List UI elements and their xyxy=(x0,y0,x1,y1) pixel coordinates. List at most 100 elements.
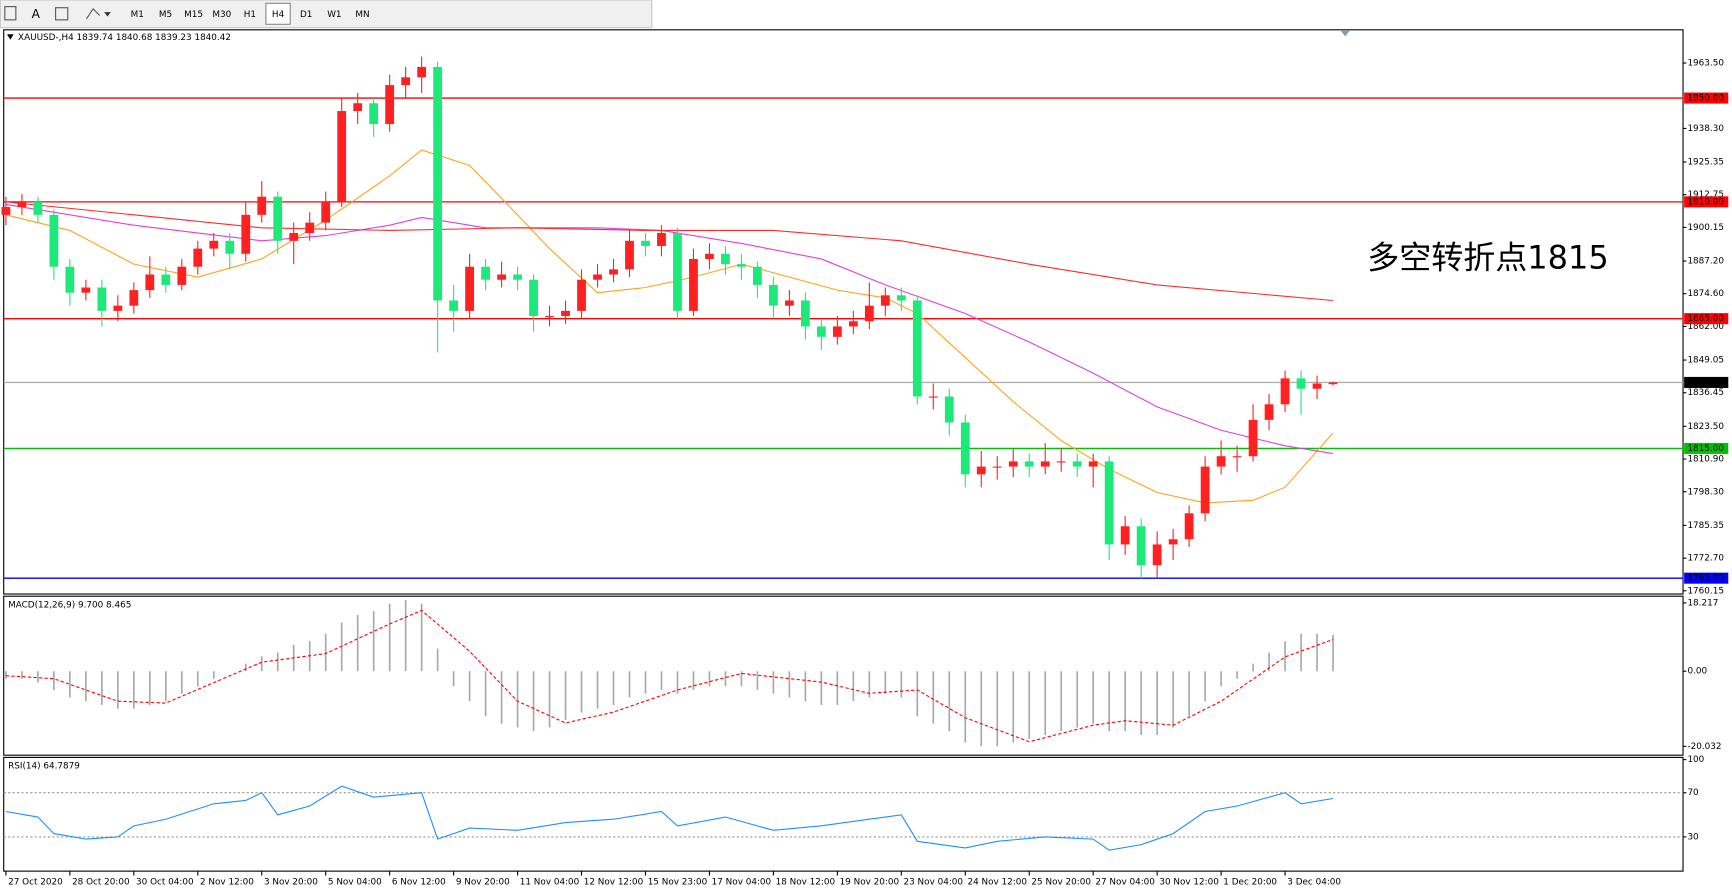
candle-body xyxy=(1280,378,1290,405)
candle-body xyxy=(241,214,251,254)
candle-body xyxy=(337,111,347,202)
candle-body xyxy=(657,233,666,246)
crosshair-icon[interactable] xyxy=(4,6,17,21)
x-tick-label: 12 Nov 12:00 xyxy=(584,878,644,888)
x-tick-label: 25 Nov 20:00 xyxy=(1031,878,1091,888)
candle-body xyxy=(513,274,522,280)
candle-body xyxy=(1136,526,1146,566)
candle-body xyxy=(721,253,730,265)
candle-body xyxy=(113,305,123,311)
candle-body xyxy=(1024,461,1034,467)
candle-body xyxy=(145,274,155,291)
candle-body xyxy=(769,284,778,306)
candle-body xyxy=(289,233,299,241)
timeframe-bar: M1 M5 M15 M30 H1 H4 D1 W1 MN xyxy=(131,2,370,25)
timeframe-button[interactable]: M1 xyxy=(131,10,144,20)
text-tool[interactable]: A xyxy=(32,7,41,21)
y-tick-label: -20.032 xyxy=(1687,742,1721,752)
candle-body xyxy=(960,422,970,475)
timeframe-button[interactable]: W1 xyxy=(327,10,341,20)
timeframe-button[interactable]: M5 xyxy=(159,10,172,20)
candle-body xyxy=(177,266,187,285)
timeframe-button[interactable]: H4 xyxy=(272,10,285,20)
candle-body xyxy=(209,240,219,249)
level-label-box xyxy=(1684,376,1729,388)
arrow-tool[interactable] xyxy=(86,7,101,20)
candle-body xyxy=(1040,461,1050,467)
candle-body xyxy=(1232,456,1242,458)
candle-body xyxy=(417,66,427,78)
y-tick-label: 1874.60 xyxy=(1687,289,1724,299)
y-tick-label: 1798.30 xyxy=(1687,487,1724,497)
level-label-box xyxy=(1684,572,1729,584)
x-tick-label: 24 Nov 12:00 xyxy=(967,878,1027,888)
x-tick-label: 28 Oct 20:00 xyxy=(72,878,130,888)
level-label-box xyxy=(1684,196,1729,208)
candle-body xyxy=(273,196,283,241)
candle-body xyxy=(305,222,315,234)
candle-body xyxy=(497,274,506,280)
candle-body xyxy=(784,300,794,306)
level-label: 1765.00 xyxy=(1687,574,1724,584)
candle-body xyxy=(1296,378,1306,389)
y-tick-label: 1912.75 xyxy=(1687,190,1724,200)
y-tick-label: 1887.20 xyxy=(1687,257,1724,267)
candle-body xyxy=(673,233,682,311)
timeframe-button[interactable]: M30 xyxy=(212,10,231,20)
level-label: 1910.00 xyxy=(1687,197,1724,207)
x-tick-label: 15 Nov 23:00 xyxy=(648,878,708,888)
y-tick-label: 1823.50 xyxy=(1687,422,1724,432)
timeframe-button[interactable]: MN xyxy=(355,10,369,20)
signal-line xyxy=(5,609,1334,743)
candle-body xyxy=(880,295,890,306)
candle-body xyxy=(625,240,634,270)
y-tick-label: 1772.70 xyxy=(1687,554,1724,564)
candle-body xyxy=(1,207,11,215)
active-timeframe xyxy=(265,2,291,25)
y-tick-label: 1862.00 xyxy=(1687,322,1724,332)
label-tool[interactable] xyxy=(55,7,69,21)
x-tick-label: 30 Oct 04:00 xyxy=(136,878,194,888)
candle-body xyxy=(1152,544,1162,566)
candle-body xyxy=(17,201,27,208)
price-pane xyxy=(3,29,1684,595)
y-tick-label: 30 xyxy=(1687,832,1699,842)
y-tick-label: 100 xyxy=(1687,755,1704,765)
timeframe-button[interactable]: M15 xyxy=(184,10,203,20)
dropdown[interactable] xyxy=(104,12,111,17)
candle-body xyxy=(1248,419,1258,457)
symbol-marker xyxy=(7,34,14,40)
candle-body xyxy=(753,266,762,285)
candle-body xyxy=(689,258,698,311)
candle-body xyxy=(369,103,379,125)
candle-body xyxy=(1120,526,1130,545)
x-tick-label: 11 Nov 04:00 xyxy=(520,878,580,888)
candle-body xyxy=(609,269,618,275)
x-tick-label: 17 Nov 04:00 xyxy=(712,878,772,888)
candle-body xyxy=(65,266,75,293)
y-tick-label: 1810.90 xyxy=(1687,455,1724,465)
candle-body xyxy=(129,290,139,306)
rsi-line xyxy=(5,785,1334,851)
y-tick-label: 1900.15 xyxy=(1687,223,1724,233)
candle-body xyxy=(577,279,586,311)
x-tick-label: 27 Oct 2020 xyxy=(8,878,63,888)
candle-body xyxy=(1264,404,1274,420)
chart-shift-marker xyxy=(1340,30,1350,37)
y-tick-label: 1760.15 xyxy=(1687,586,1724,596)
moving-average xyxy=(5,201,1334,302)
x-tick-label: 1 Dec 20:00 xyxy=(1223,878,1277,888)
x-tick-label: 18 Nov 12:00 xyxy=(776,878,836,888)
timeframe-button[interactable]: H1 xyxy=(244,10,256,20)
timeframe-button[interactable]: D1 xyxy=(300,10,312,20)
candle-body xyxy=(321,201,331,223)
annotation: 多空转折点1815 xyxy=(1367,238,1608,276)
candle-body xyxy=(1184,513,1194,540)
candle-body xyxy=(33,201,43,215)
candle-body xyxy=(928,396,938,398)
y-tick-label: 1836.45 xyxy=(1687,388,1724,398)
candle-body xyxy=(593,274,602,280)
